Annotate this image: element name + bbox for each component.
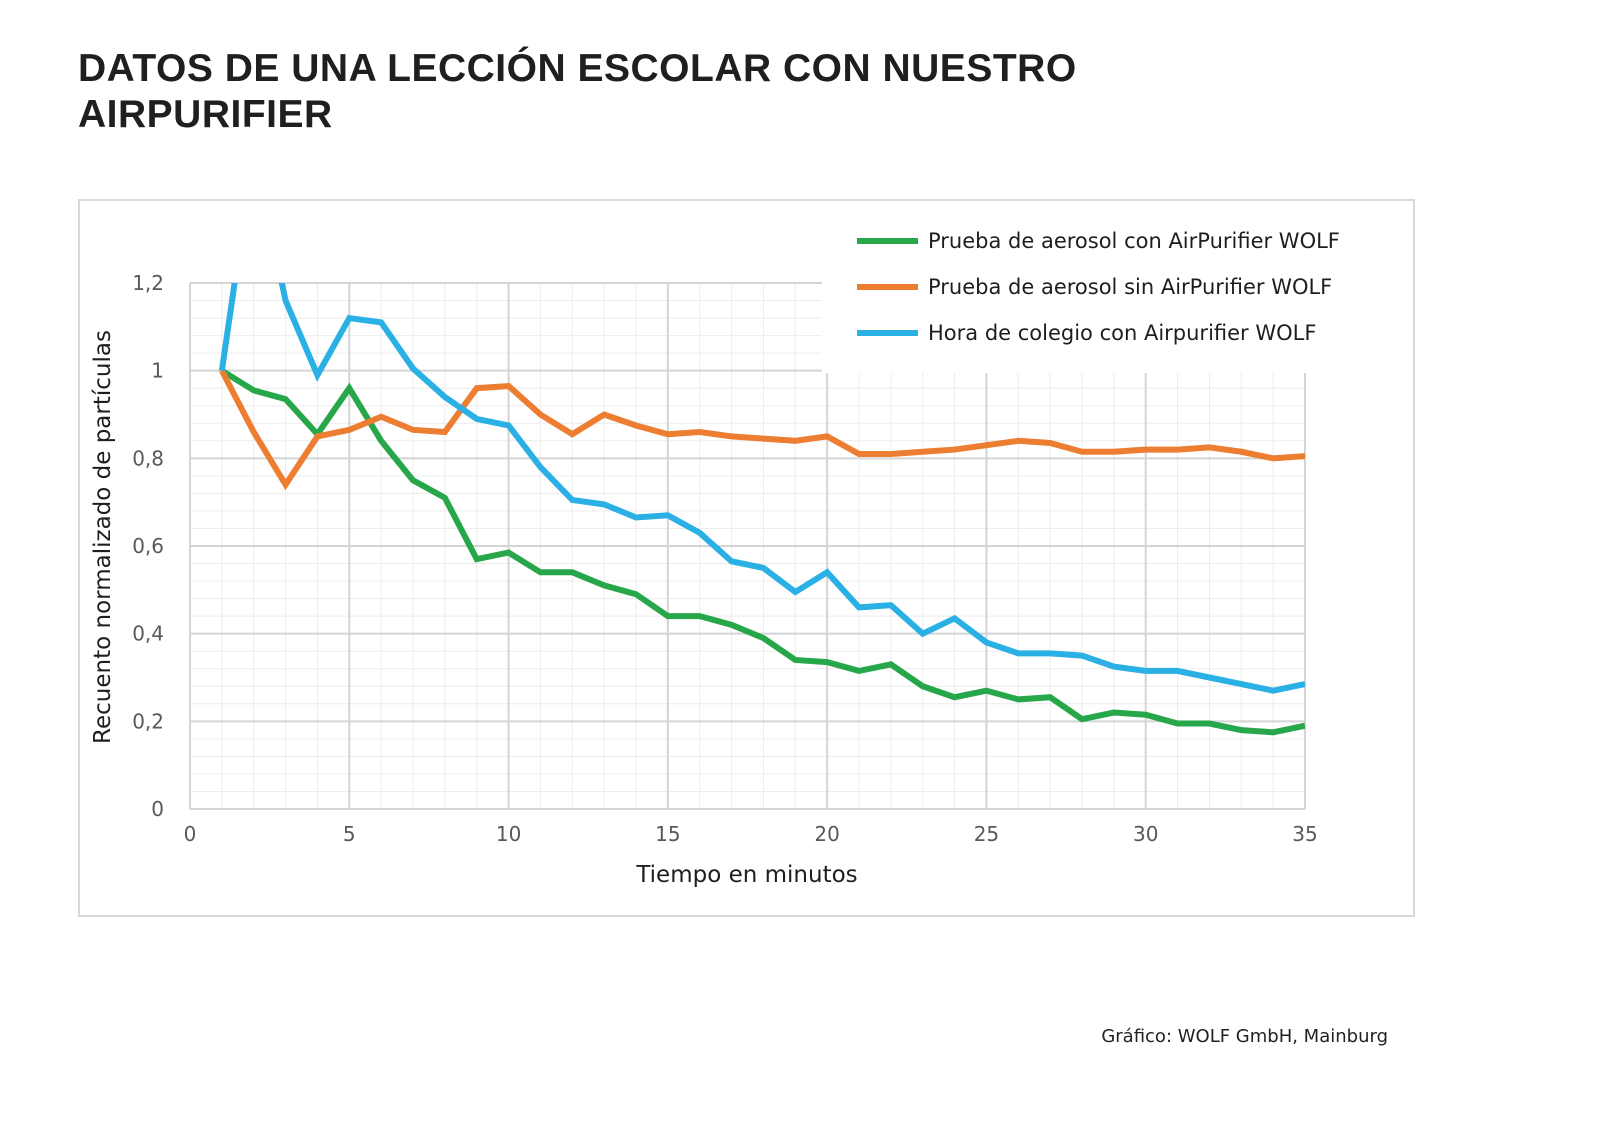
x-tick-label: 0 <box>184 822 197 846</box>
legend: Prueba de aerosol con AirPurifier WOLF Pr… <box>822 223 1402 373</box>
chart-title: DATOS DE UNA LECCIÓN ESCOLAR CON NUESTRO… <box>78 46 1178 138</box>
y-tick-label: 0,8 <box>132 446 164 470</box>
series-line-3 <box>218 283 1305 694</box>
x-axis-title: Tiempo en minutos <box>635 862 857 888</box>
legend-background <box>822 223 1402 373</box>
x-tick-label: 5 <box>343 822 356 846</box>
x-axis-ticks: 0 5 10 15 20 25 30 35 <box>184 822 1318 846</box>
x-tick-label: 10 <box>496 822 521 846</box>
legend-label-3: Hora de colegio con Airpurifier WOLF <box>928 321 1316 345</box>
series-line-1 <box>220 368 1305 736</box>
y-tick-label: 0,2 <box>132 709 164 733</box>
y-tick-label: 0,6 <box>132 534 164 558</box>
series-line-2 <box>219 369 1305 491</box>
y-tick-label: 1,2 <box>132 271 164 295</box>
source-credit: Gráfico: WOLF GmbH, Mainburg <box>1101 1026 1388 1047</box>
legend-label-2: Prueba de aerosol sin AirPurifier WOLF <box>928 275 1332 299</box>
line-chart: Prueba de aerosol con AirPurifier WOLF Pr… <box>90 223 1402 888</box>
chart-frame: Prueba de aerosol con AirPurifier WOLF Pr… <box>78 199 1415 917</box>
x-tick-label: 20 <box>814 822 839 846</box>
y-tick-label: 1 <box>151 359 164 383</box>
x-tick-label: 15 <box>655 822 680 846</box>
y-tick-label: 0 <box>151 797 164 821</box>
y-axis-ticks: 0 0,2 0,4 0,6 0,8 1 1,2 <box>132 271 164 821</box>
x-tick-label: 30 <box>1133 822 1158 846</box>
chart-title-line-2: AIRPURIFIER <box>78 93 333 136</box>
y-axis-title: Recuento normalizado de partículas <box>90 330 116 744</box>
series-layer <box>218 283 1305 736</box>
y-tick-label: 0,4 <box>132 622 164 646</box>
x-tick-label: 35 <box>1292 822 1317 846</box>
x-tick-label: 25 <box>974 822 999 846</box>
chart-title-line-1: DATOS DE UNA LECCIÓN ESCOLAR CON NUESTRO <box>78 47 1077 90</box>
legend-label-1: Prueba de aerosol con AirPurifier WOLF <box>928 229 1340 253</box>
